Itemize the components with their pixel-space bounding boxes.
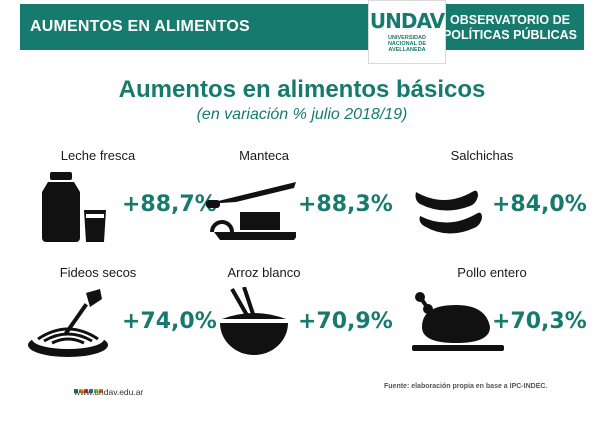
item-value: +74,0% bbox=[122, 309, 217, 334]
item-label: Fideos secos bbox=[59, 265, 137, 280]
item-fideos-secos: Fideos secos +74,0% bbox=[28, 265, 217, 375]
item-value: +88,3% bbox=[298, 192, 393, 217]
item-leche-fresca: Leche fresca +88,7% bbox=[28, 148, 217, 258]
item-value: +70,9% bbox=[298, 309, 393, 334]
milk-bottle-icon bbox=[42, 172, 106, 242]
header-org-line1: OBSERVATORIO DE bbox=[450, 13, 570, 27]
header-bar: AUMENTOS EN ALIMENTOS OBSERVATORIO DE PO… bbox=[20, 4, 584, 50]
item-value: +88,7% bbox=[122, 192, 217, 217]
rice-bowl-icon bbox=[220, 287, 288, 355]
source-note: Fuente: elaboración propia en base a IPC… bbox=[384, 383, 548, 390]
roast-chicken-icon bbox=[412, 292, 504, 351]
item-label: Manteca bbox=[239, 148, 289, 163]
logo-wordmark: UNDAV bbox=[369, 9, 445, 33]
item-value: +84,0% bbox=[492, 192, 587, 217]
sausages-icon bbox=[415, 190, 482, 234]
item-manteca: Manteca +88,3% bbox=[204, 148, 393, 258]
brand-color-dots bbox=[74, 380, 104, 398]
header-title: AUMENTOS EN ALIMENTOS bbox=[30, 18, 250, 35]
item-label: Salchichas bbox=[450, 148, 514, 163]
pasta-fork-icon bbox=[28, 289, 108, 357]
page-subtitle: (en variación % julio 2018/19) bbox=[196, 106, 408, 123]
page-title: Aumentos en alimentos básicos bbox=[118, 76, 486, 103]
logo-subtitle: UNIVERSIDAD NACIONAL DE AVELLANEDA bbox=[369, 35, 445, 53]
item-value: +70,3% bbox=[492, 309, 587, 334]
item-label: Pollo entero bbox=[457, 265, 527, 280]
item-label: Leche fresca bbox=[60, 148, 136, 163]
logo-sub-line2: NACIONAL DE bbox=[387, 41, 427, 47]
butter-knife-icon bbox=[206, 182, 296, 240]
item-label: Arroz blanco bbox=[227, 265, 301, 280]
header-org-line2: POLÍTICAS PÚBLICAS bbox=[442, 28, 578, 42]
item-pollo-entero: Pollo entero +70,3% bbox=[412, 265, 587, 375]
website-link[interactable]: www.undav.edu.ar bbox=[74, 387, 144, 397]
logo-sub-line3: AVELLANEDA bbox=[388, 47, 426, 53]
logo-sub-line1: UNIVERSIDAD bbox=[388, 35, 426, 41]
item-salchichas: Salchichas +84,0% bbox=[412, 148, 587, 258]
header-org-name: OBSERVATORIO DE POLÍTICAS PÚBLICAS bbox=[442, 13, 578, 43]
item-arroz-blanco: Arroz blanco +70,9% bbox=[204, 265, 393, 375]
undav-logo: UNDAV UNIVERSIDAD NACIONAL DE AVELLANEDA bbox=[368, 0, 446, 64]
